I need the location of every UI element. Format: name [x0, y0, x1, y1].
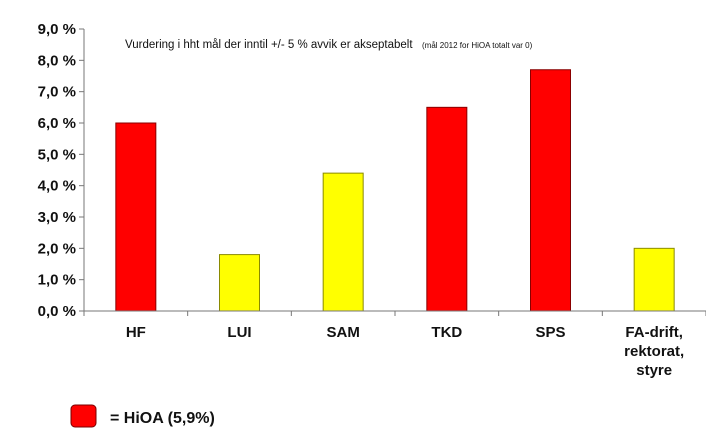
y-tick-label: 7,0 % — [38, 84, 76, 101]
x-tick-label: FA-drift, rektorat, styre — [624, 324, 684, 379]
annotation-main: Vurdering i hht mål der inntil +/- 5 % a… — [125, 39, 413, 51]
legend-label: = HiOA (5,9%) — [110, 410, 215, 427]
bar — [426, 106, 468, 312]
bar — [322, 172, 364, 312]
x-tick-label: SPS — [535, 324, 565, 341]
y-tick-label: 5,0 % — [38, 146, 76, 163]
y-axis: 0,0 % 1,0 % 2,0 % 3,0 % 4,0 % 5,0 % 6,0 % 7,0 %… — [38, 21, 85, 320]
annotation-small: (mål 2012 for HiOA totalt var 0) — [422, 41, 533, 50]
legend-swatch — [70, 404, 97, 428]
y-tick-label: 2,0 % — [38, 240, 76, 257]
y-tick-label: 3,0 % — [38, 209, 76, 226]
bars — [115, 69, 675, 312]
y-tick-label: 0,0 % — [38, 303, 76, 320]
x-tick-label: HF — [126, 324, 146, 341]
bar — [219, 254, 260, 312]
y-tick-label: 8,0 % — [38, 52, 76, 69]
bar — [530, 69, 571, 312]
bar — [115, 122, 157, 312]
x-axis: HF LUI SAM TKD SPS FA-drift, rektorat, styre — [83, 310, 706, 379]
legend: = HiOA (5,9%) — [70, 404, 215, 428]
y-tick-label: 4,0 % — [38, 178, 76, 195]
y-tick-label: 6,0 % — [38, 115, 76, 132]
x-tick-label: TKD — [431, 324, 462, 341]
x-tick-label: SAM — [326, 324, 359, 341]
bar — [633, 247, 675, 312]
y-tick-label: 9,0 % — [38, 21, 76, 38]
chart-annotation: Vurdering i hht mål der inntil +/- 5 % a… — [125, 35, 533, 52]
y-tick-label: 1,0 % — [38, 272, 76, 289]
x-tick-label: LUI — [227, 324, 251, 341]
